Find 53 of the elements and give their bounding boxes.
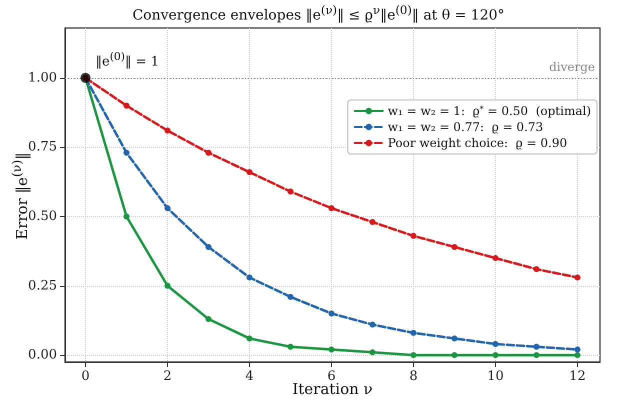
point	[451, 352, 458, 358]
x-tick-label: 12	[569, 369, 586, 384]
point	[533, 352, 540, 358]
point	[410, 352, 416, 358]
point	[164, 128, 170, 134]
point	[124, 150, 130, 156]
point	[246, 274, 252, 280]
point	[205, 150, 212, 156]
point	[287, 188, 294, 195]
point	[205, 244, 212, 250]
point	[574, 274, 580, 280]
point	[246, 169, 252, 176]
point	[124, 213, 130, 220]
legend-label: w₁ = w₂ = 0.77: ϱ = 0.73	[388, 120, 544, 134]
point	[205, 316, 212, 322]
x-tick-label: 10	[487, 369, 504, 384]
x-tick-label: 0	[81, 369, 90, 384]
point	[451, 335, 458, 342]
point	[369, 219, 376, 226]
legend-label: Poor weight choice: ϱ = 0.90	[388, 136, 568, 150]
point	[369, 349, 376, 356]
point	[369, 322, 376, 328]
point	[451, 244, 458, 250]
ref-line-label: diverge	[549, 60, 595, 74]
y-tick-label: 0.25	[28, 278, 57, 294]
x-tick-label: 8	[409, 369, 418, 384]
point	[533, 266, 540, 272]
point	[574, 346, 580, 353]
point	[246, 335, 252, 342]
point	[328, 310, 334, 316]
annotation: ‖e$^{(0)}$‖ = 1	[95, 50, 159, 70]
point	[164, 205, 170, 212]
y-tick-label: 1.00	[28, 70, 57, 86]
point	[124, 102, 130, 109]
y-tick-label: 0.00	[28, 348, 57, 363]
point	[287, 344, 294, 350]
point	[574, 352, 580, 358]
point	[328, 346, 334, 353]
point	[287, 294, 294, 300]
point	[328, 205, 334, 212]
x-tick-label: 2	[163, 369, 172, 384]
point	[410, 330, 416, 336]
point	[492, 340, 498, 347]
point	[533, 344, 540, 350]
chart-title: Convergence envelopes ‖e$^{(ν)}$‖ ≤ ϱ$^{ν}$‖e$^{(0)}$‖ at θ = 120°	[131, 3, 506, 24]
legend-label: w₁ = w₂ = 1: ϱ* = 0.50 (optimal)	[388, 104, 592, 118]
y-tick-label: 0.75	[28, 140, 57, 155]
x-tick-label: 4	[245, 369, 254, 384]
point	[164, 282, 170, 289]
y-tick-label: 0.50	[28, 208, 57, 224]
point	[410, 232, 416, 239]
point	[492, 255, 498, 262]
point	[492, 352, 498, 358]
